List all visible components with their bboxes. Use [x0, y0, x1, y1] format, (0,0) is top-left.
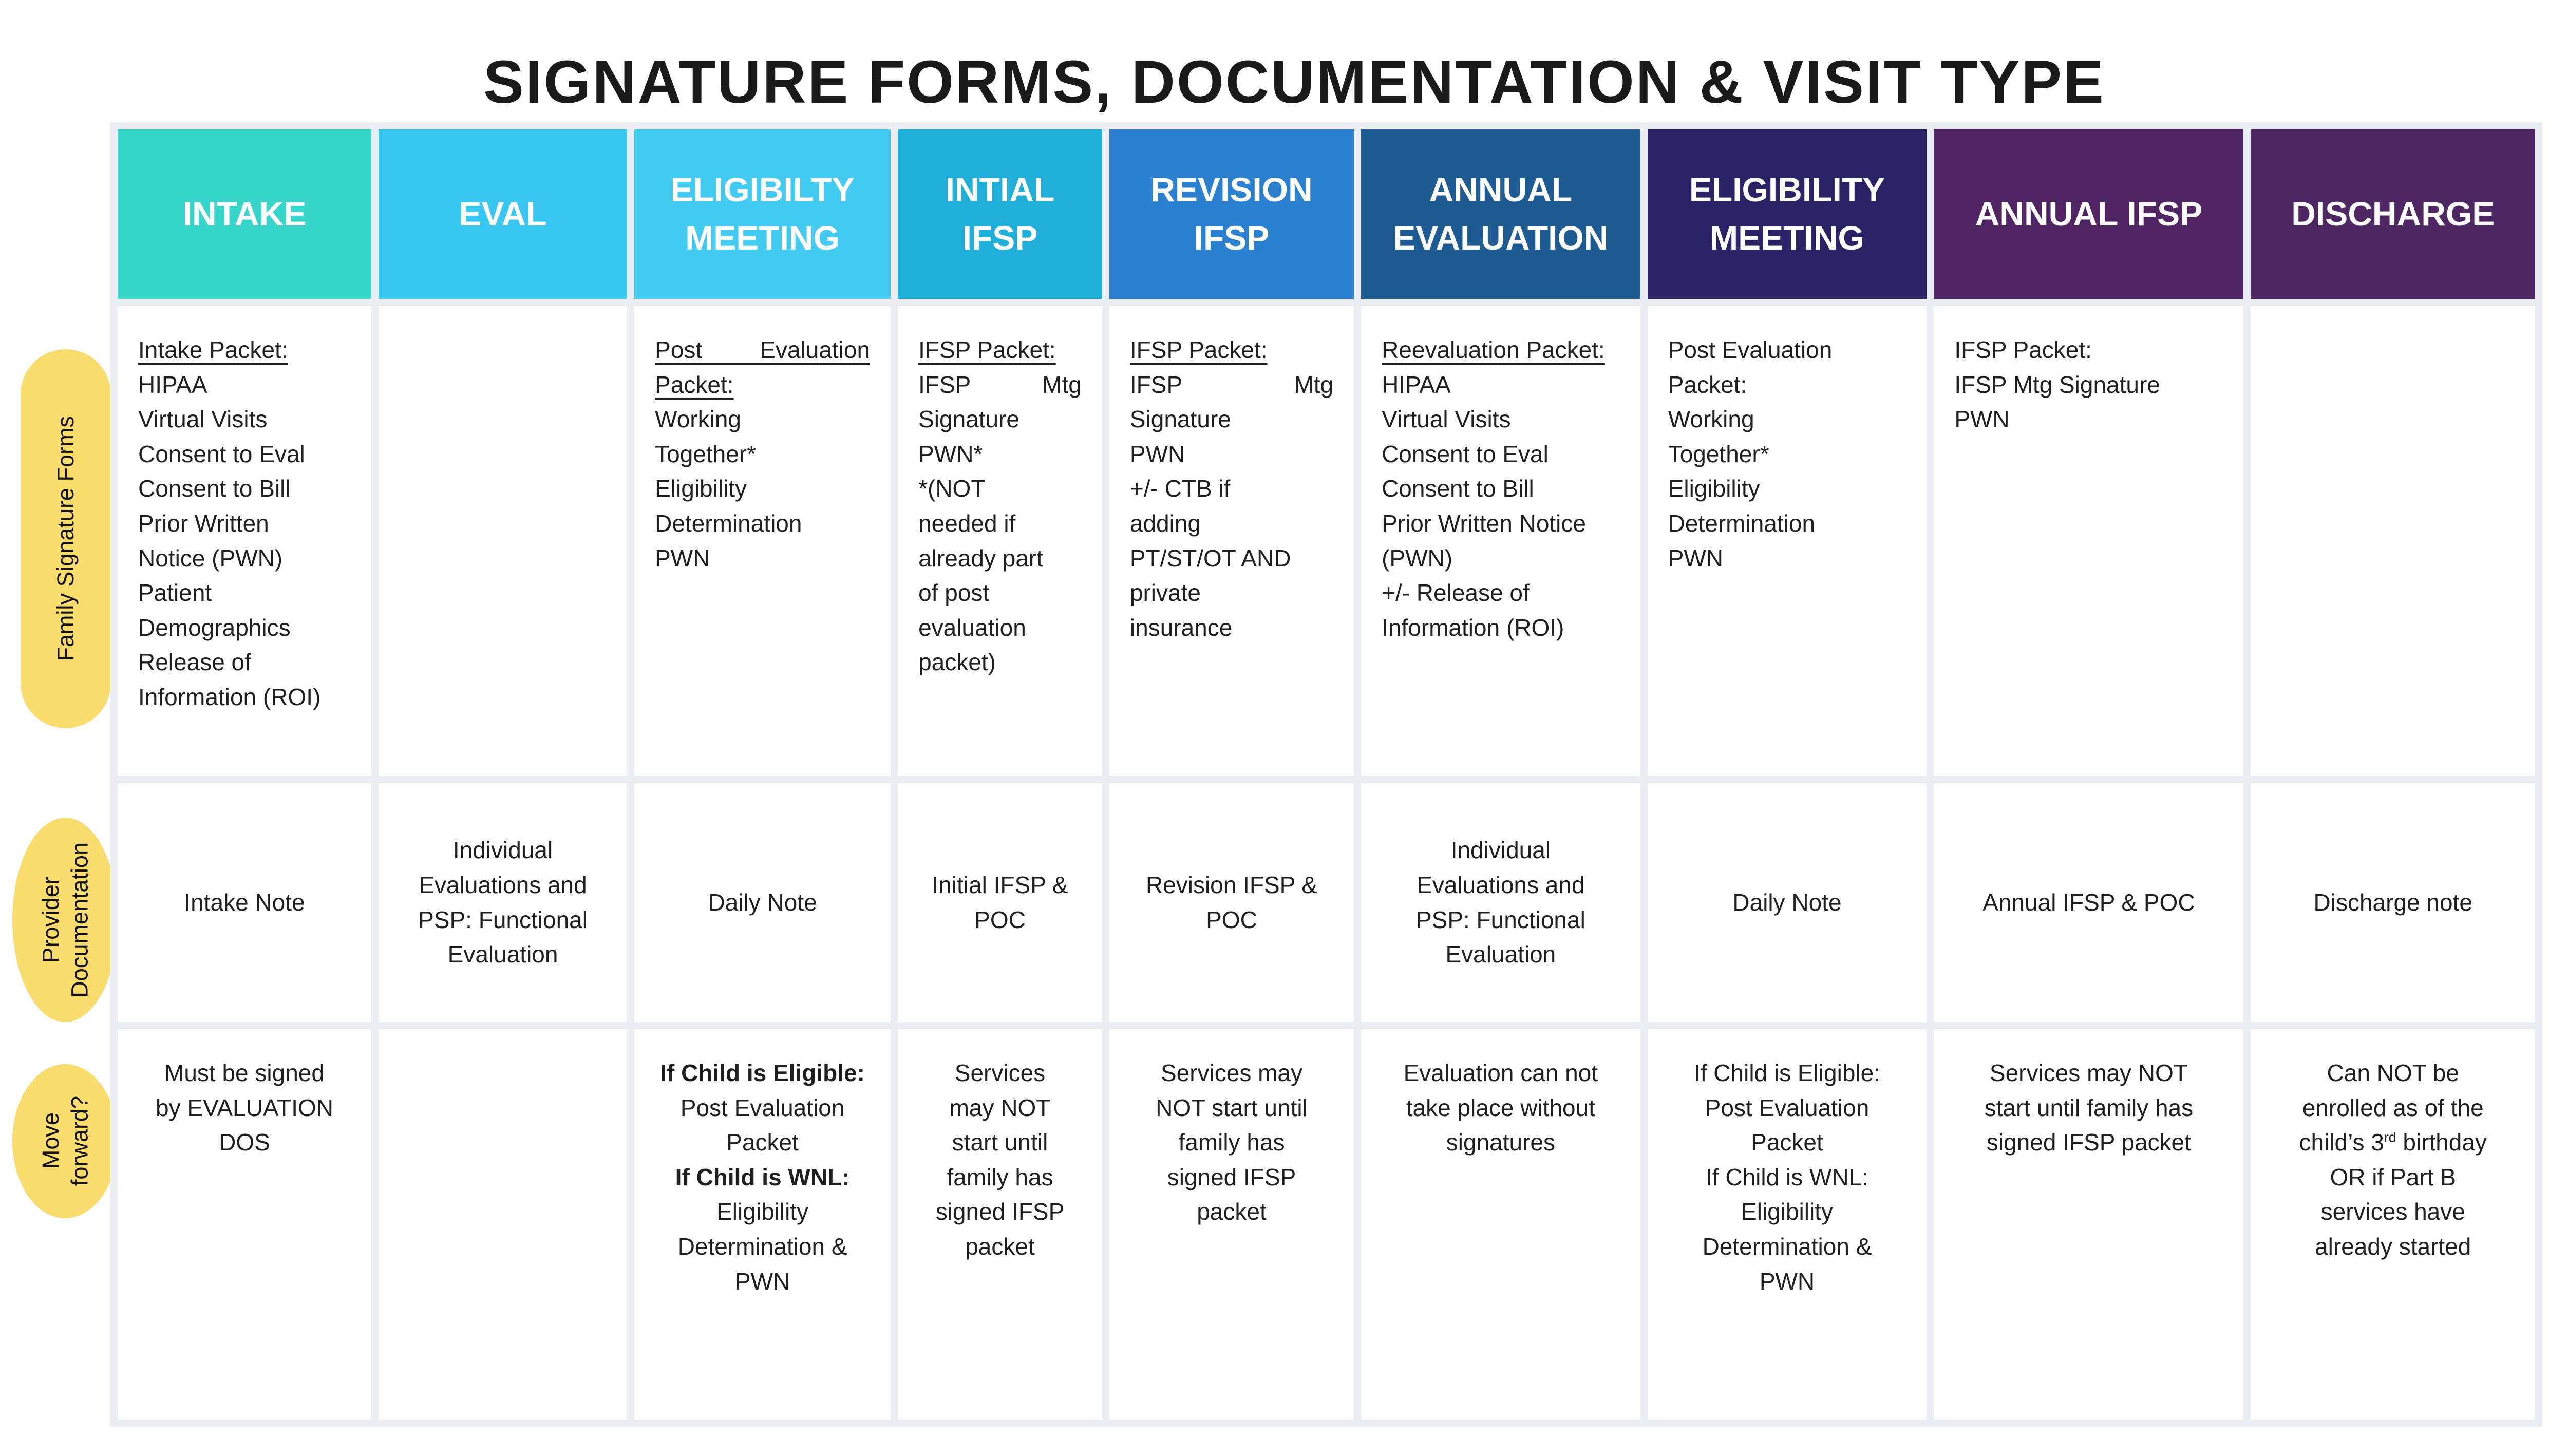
provider-elig2-text: Daily Note	[1732, 888, 1842, 916]
cell-provider-annual-ifsp: Annual IFSP & POC	[1934, 783, 2244, 1022]
ifsp-packet-list-revision: Signature PWN +/- CTB if adding PT/ST/OT…	[1129, 406, 1291, 641]
cell-move-initial-ifsp: Services may NOT start until family has …	[898, 1029, 1102, 1420]
move-discharge-text: Can NOT be enrolled as of the child’s 3r…	[2299, 1060, 2487, 1260]
move-revision-text: Services may NOT start until family has …	[1156, 1060, 1308, 1225]
cell-move-discharge: Can NOT be enrolled as of the child’s 3r…	[2251, 1029, 2535, 1420]
page-title: SIGNATURE FORMS, DOCUMENTATION & VISIT T…	[483, 48, 2105, 116]
post-evaluation-packet-heading: Post Evaluation Packet:	[655, 336, 871, 398]
move-elig2-text-b: Eligibility Determination & PWN	[1702, 1198, 1872, 1295]
provider-eval-text: Individual Evaluations and PSP: Function…	[418, 837, 588, 968]
ifsp-packet-heading-revision: IFSP Packet:	[1129, 336, 1268, 363]
cell-family-eligibility-1: Post Evaluation Packet: Working Together…	[634, 306, 891, 776]
provider-intake-text: Intake Note	[184, 888, 305, 916]
cell-provider-eval: Individual Evaluations and PSP: Function…	[379, 783, 628, 1022]
column-header-revision-ifsp: REVISION IFSP	[1109, 129, 1354, 299]
move-elig1-text-b: Eligibility Determination & PWN	[677, 1198, 847, 1295]
row-label-move-text: Move forward?	[37, 1096, 92, 1186]
post-evaluation-packet-text-2: Post Evaluation Packet: Working Together…	[1668, 336, 1833, 572]
cell-move-eligibility-2: If Child is Eligible: Post Evaluation Pa…	[1647, 1029, 1927, 1420]
column-header-discharge: DISCHARGE	[2251, 129, 2535, 299]
ordinal-superscript: rd	[2384, 1129, 2396, 1145]
cell-family-revision-ifsp: IFSP Packet: IFSP Mtg Signature PWN +/- …	[1109, 306, 1354, 776]
visit-type-table: INTAKE EVAL ELIGIBILTY MEETING INTIAL IF…	[110, 122, 2542, 1427]
move-elig1-text-a: Post Evaluation Packet	[680, 1094, 845, 1156]
cell-provider-discharge: Discharge note	[2251, 783, 2535, 1022]
cell-provider-eligibility-1: Daily Note	[634, 783, 891, 1022]
provider-elig1-text: Daily Note	[708, 888, 817, 916]
row-label-family-text: Family Signature Forms	[52, 416, 79, 661]
if-child-wnl-plain: If Child is WNL:	[1706, 1163, 1868, 1190]
cell-provider-intake: Intake Note	[118, 783, 372, 1022]
ifsp-packet-list-initial: Signature PWN* *(NOT needed if already p…	[918, 406, 1044, 676]
ifsp-mtg-line-revision: IFSP Mtg	[1129, 371, 1334, 398]
cell-provider-revision-ifsp: Revision IFSP & POC	[1109, 783, 1354, 1022]
ifsp-mtg-line-initial: IFSP Mtg	[918, 371, 1082, 398]
column-header-initial-ifsp: INTIAL IFSP	[898, 129, 1102, 299]
intake-packet-heading: Intake Packet:	[138, 336, 288, 363]
column-header-annual-evaluation: ANNUAL EVALUATION	[1361, 129, 1640, 299]
if-child-wnl-bold-1: If Child is WNL:	[675, 1163, 850, 1190]
cell-family-intake: Intake Packet: HIPAA Virtual Visits Cons…	[118, 306, 372, 776]
cell-move-annual-ifsp: Services may NOT start until family has …	[1934, 1029, 2244, 1420]
column-header-eligibility-meeting-1: ELIGIBILTY MEETING	[634, 129, 891, 299]
cell-family-eval	[379, 306, 628, 776]
column-header-intake: INTAKE	[118, 129, 372, 299]
cell-family-initial-ifsp: IFSP Packet: IFSP Mtg Signature PWN* *(N…	[898, 306, 1102, 776]
provider-annual-ifsp-text: Annual IFSP & POC	[1982, 888, 2195, 916]
post-evaluation-packet-list: Working Together* Eligibility Determinat…	[655, 406, 802, 572]
ifsp-packet-text-annual: IFSP Packet: IFSP Mtg Signature PWN	[1954, 336, 2160, 433]
cell-move-intake: Must be signed by EVALUATION DOS	[118, 1029, 372, 1420]
provider-initial-text: Initial IFSP & POC	[932, 871, 1068, 933]
cell-move-eval	[379, 1029, 628, 1420]
provider-discharge-text: Discharge note	[2313, 888, 2472, 916]
move-annual-eval-text: Evaluation can not take place without si…	[1403, 1060, 1598, 1156]
move-elig2-text-a: Post Evaluation Packet	[1705, 1094, 1870, 1156]
if-child-eligible-plain: If Child is Eligible:	[1693, 1060, 1881, 1086]
cell-move-annual-evaluation: Evaluation can not take place without si…	[1361, 1029, 1640, 1420]
cell-family-annual-ifsp: IFSP Packet: IFSP Mtg Signature PWN	[1934, 306, 2244, 776]
cell-family-annual-evaluation: Reevaluation Packet: HIPAA Virtual Visit…	[1361, 306, 1640, 776]
provider-revision-text: Revision IFSP & POC	[1145, 871, 1317, 933]
move-annual-ifsp-text: Services may NOT start until family has …	[1984, 1060, 2194, 1156]
column-header-eval: EVAL	[379, 129, 628, 299]
row-label-move-forward: Move forward?	[12, 1064, 118, 1218]
cell-provider-eligibility-2: Daily Note	[1647, 783, 1927, 1022]
if-child-eligible-bold-1: If Child is Eligible:	[660, 1060, 865, 1086]
cell-move-revision-ifsp: Services may NOT start until family has …	[1109, 1029, 1354, 1420]
ifsp-packet-heading-initial: IFSP Packet:	[918, 336, 1056, 363]
row-label-provider-documentation: Provider Documentation	[12, 818, 118, 1022]
row-label-provider-text: Provider Documentation	[37, 842, 92, 998]
cell-move-eligibility-1: If Child is Eligible: Post Evaluation Pa…	[634, 1029, 891, 1420]
intake-packet-list: HIPAA Virtual Visits Consent to Eval Con…	[138, 371, 321, 711]
column-header-eligibility-meeting-2: ELIGIBILITY MEETING	[1647, 129, 1927, 299]
cell-provider-initial-ifsp: Initial IFSP & POC	[898, 783, 1102, 1022]
reevaluation-packet-heading: Reevaluation Packet:	[1382, 336, 1605, 363]
cell-family-discharge	[2251, 306, 2535, 776]
row-label-family-signature-forms: Family Signature Forms	[21, 349, 111, 728]
reevaluation-packet-list: HIPAA Virtual Visits Consent to Eval Con…	[1382, 371, 1586, 641]
cell-family-eligibility-2: Post Evaluation Packet: Working Together…	[1647, 306, 1927, 776]
move-initial-text: Services may NOT start until family has …	[935, 1060, 1065, 1260]
provider-annual-eval-text: Individual Evaluations and PSP: Function…	[1415, 837, 1585, 968]
cell-provider-annual-evaluation: Individual Evaluations and PSP: Function…	[1361, 783, 1640, 1022]
column-header-annual-ifsp: ANNUAL IFSP	[1934, 129, 2244, 299]
move-intake-text: Must be signed by EVALUATION DOS	[156, 1060, 333, 1156]
